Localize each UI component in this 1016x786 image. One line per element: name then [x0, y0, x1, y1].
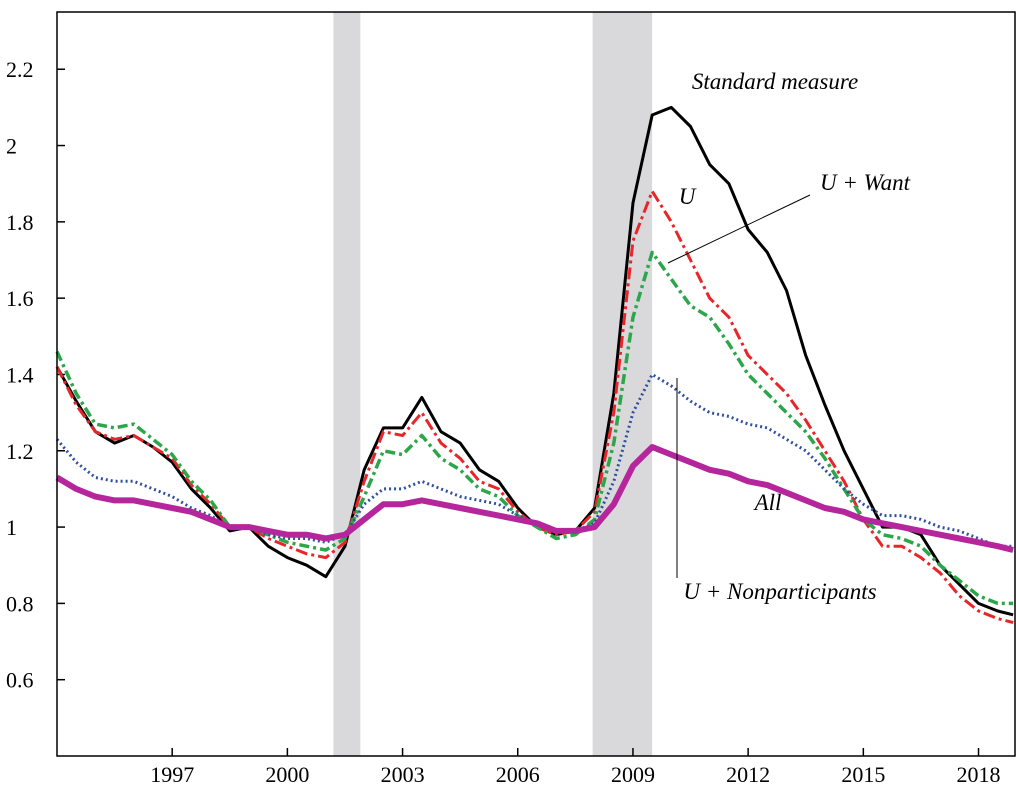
y-tick-label: 1.4 [6, 362, 34, 387]
x-tick-label: 2006 [496, 762, 540, 786]
y-tick-label: 2.2 [6, 57, 34, 82]
y-tick-label: 1.6 [6, 286, 34, 311]
series-label: All [753, 490, 782, 515]
x-tick-label: 2009 [611, 762, 655, 786]
x-tick-label: 2012 [726, 762, 770, 786]
plot-frame [56, 11, 1016, 757]
x-tick-label: 2018 [957, 762, 1001, 786]
y-tick-label: 0.8 [6, 591, 34, 616]
series-label: U + Nonparticipants [683, 579, 876, 604]
series-line [55, 444, 1014, 553]
recession-band [592, 12, 653, 756]
series-label: U + Want [820, 170, 911, 195]
series-line [55, 189, 1014, 624]
x-tick-label: 2000 [265, 762, 309, 786]
x-tick-label: 2015 [841, 762, 885, 786]
series-label: Standard measure [692, 69, 858, 94]
y-tick-label: 1.2 [6, 439, 34, 464]
series-line [55, 250, 1014, 606]
y-tick-label: 1 [6, 515, 17, 540]
leader-line [667, 194, 811, 264]
y-tick-label: 1.8 [6, 210, 34, 235]
y-tick-label: 0.6 [6, 668, 34, 693]
x-tick-label: 1997 [150, 762, 194, 786]
recession-band [333, 12, 361, 756]
x-tick-label: 2003 [381, 762, 425, 786]
series-label: U [679, 184, 697, 209]
y-tick-label: 2 [6, 134, 17, 159]
